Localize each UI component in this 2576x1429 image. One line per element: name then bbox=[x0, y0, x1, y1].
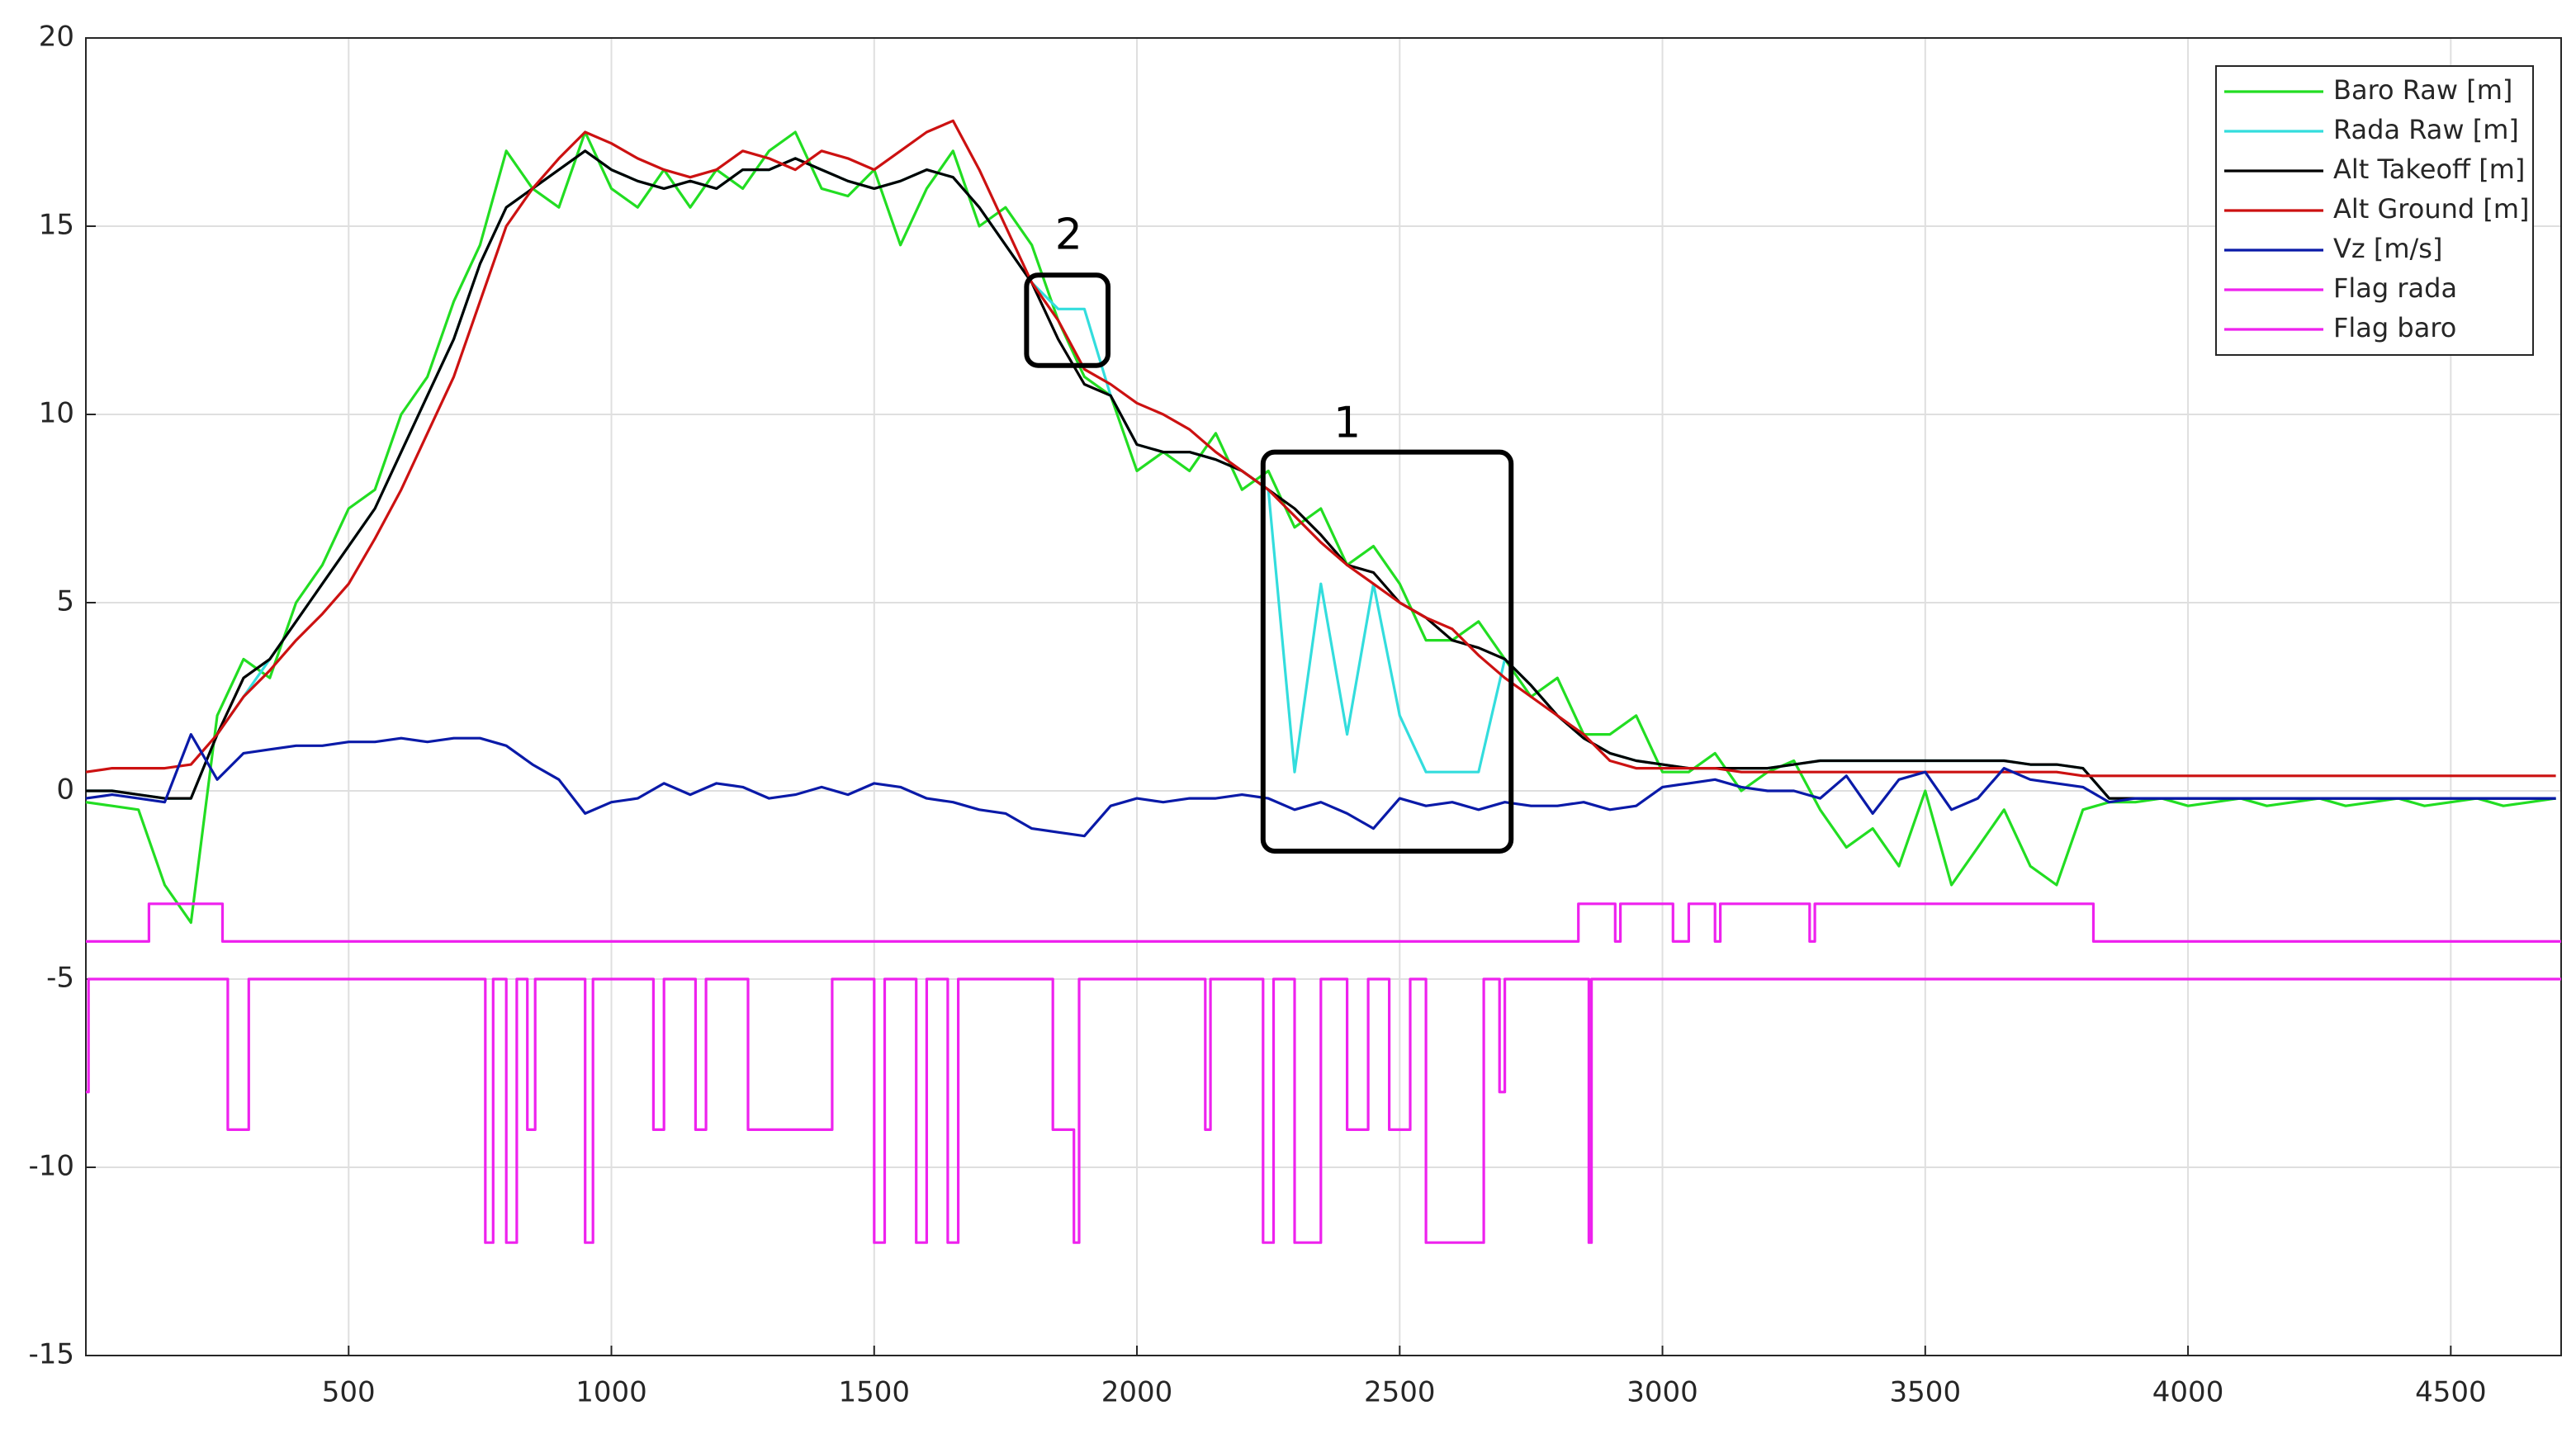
legend-label: Vz [m/s] bbox=[2333, 233, 2442, 264]
series-line bbox=[86, 977, 2561, 1244]
legend-label: Baro Raw [m] bbox=[2333, 74, 2512, 106]
y-tick-label: 5 bbox=[56, 585, 74, 618]
x-tick-label: 4500 bbox=[2415, 1376, 2487, 1409]
annotation-label: 1 bbox=[1333, 399, 1361, 448]
series-line bbox=[86, 902, 2561, 943]
series-line bbox=[85, 130, 2556, 925]
x-tick-label: 3000 bbox=[1627, 1376, 1698, 1409]
y-tick-label: -5 bbox=[46, 962, 74, 995]
series-line bbox=[85, 119, 2556, 778]
annotation-box bbox=[1260, 449, 1514, 854]
series-line bbox=[86, 149, 2556, 800]
legend-label: Flag baro bbox=[2333, 312, 2456, 343]
legend-label: Alt Takeoff [m] bbox=[2333, 154, 2525, 185]
x-tick-label: 2500 bbox=[1364, 1376, 1436, 1409]
y-tick-label: -10 bbox=[28, 1150, 74, 1183]
legend-label: Rada Raw [m] bbox=[2333, 114, 2519, 145]
legend-label: Alt Ground [m] bbox=[2333, 193, 2530, 225]
legend-label: Flag rada bbox=[2333, 272, 2457, 304]
y-tick-label: 15 bbox=[39, 209, 74, 242]
x-tick-label: 1000 bbox=[575, 1376, 647, 1409]
annotation-box bbox=[1024, 272, 1111, 368]
y-tick-label: 20 bbox=[39, 21, 74, 54]
y-tick-label: 10 bbox=[39, 397, 74, 430]
y-tick-label: -15 bbox=[28, 1338, 74, 1371]
x-tick-label: 1500 bbox=[839, 1376, 911, 1409]
x-tick-label: 3500 bbox=[1890, 1376, 1962, 1409]
plot-frame bbox=[85, 37, 2562, 1356]
annotation-label: 2 bbox=[1055, 211, 1082, 260]
legend: Baro Raw [m] Rada Raw [m] Alt Takeoff [m] A… bbox=[2215, 65, 2534, 356]
series-line bbox=[86, 149, 2556, 800]
x-tick-label: 500 bbox=[322, 1376, 376, 1409]
y-tick-label: 0 bbox=[56, 774, 74, 807]
x-tick-label: 2000 bbox=[1101, 1376, 1173, 1409]
series-line bbox=[85, 733, 2556, 838]
x-tick-label: 4000 bbox=[2152, 1376, 2224, 1409]
